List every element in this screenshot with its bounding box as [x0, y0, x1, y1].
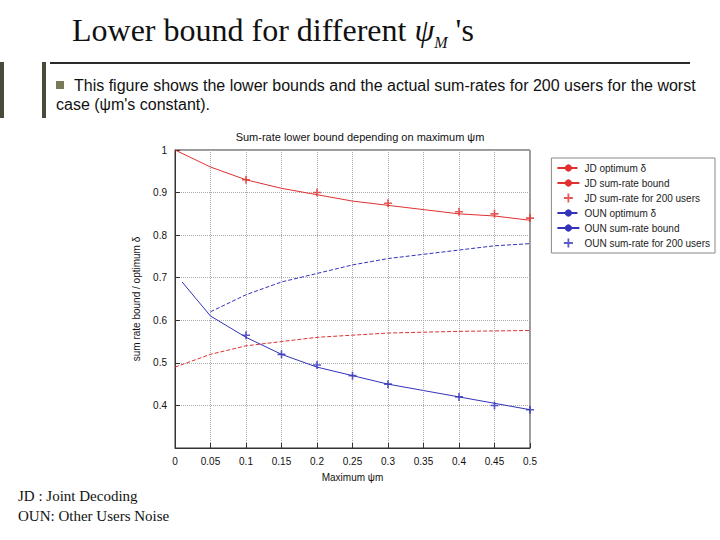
- html-text:OUN: Other Users Noise: OUN: Other Users Noise: [18, 508, 170, 524]
- svg-text:JD sum-rate for 200 users: JD sum-rate for 200 users: [584, 193, 700, 204]
- html-text:Lower bound for different ψM's: Lower bound for different ψM's: [72, 12, 474, 52]
- svg-text:0.4: 0.4: [153, 400, 167, 411]
- svg-text:OUN optimum δ: OUN optimum δ: [584, 208, 656, 219]
- svg-text:Sum-rate lower bound depending: Sum-rate lower bound depending on maximu…: [236, 131, 485, 143]
- svg-text:1: 1: [161, 145, 167, 156]
- svg-text:JD optimum δ: JD optimum δ: [584, 163, 646, 174]
- svg-text:0.05: 0.05: [201, 456, 221, 467]
- svg-text:JD sum-rate bound: JD sum-rate bound: [584, 178, 669, 189]
- svg-text:0.25: 0.25: [343, 456, 363, 467]
- svg-text:0.45: 0.45: [485, 456, 505, 467]
- svg-text:0.5: 0.5: [153, 357, 167, 368]
- svg-text:0.7: 0.7: [153, 272, 167, 283]
- svg-text:0.4: 0.4: [452, 456, 466, 467]
- svg-text:0.6: 0.6: [153, 315, 167, 326]
- svg-text:OUN sum-rate bound: OUN sum-rate bound: [584, 223, 679, 234]
- svg-text:Maximum ψm: Maximum ψm: [322, 472, 384, 483]
- svg-text:sum rate bound / optimum δ: sum rate bound / optimum δ: [131, 236, 142, 361]
- svg-text:0: 0: [172, 456, 178, 467]
- svg-text:0.8: 0.8: [153, 230, 167, 241]
- svg-text:0.15: 0.15: [272, 456, 292, 467]
- svg-text:0.5: 0.5: [523, 456, 537, 467]
- svg-text:OUN sum-rate for 200 users: OUN sum-rate for 200 users: [584, 238, 710, 249]
- svg-text:0.35: 0.35: [414, 456, 434, 467]
- svg-text:0.2: 0.2: [310, 456, 324, 467]
- html-text:JD : Joint Decoding: JD : Joint Decoding: [18, 488, 138, 504]
- svg-text:0.3: 0.3: [381, 456, 395, 467]
- html-text:This figure shows the lower bo: This figure shows the lower bounds and t…: [56, 77, 696, 113]
- svg-text:0.9: 0.9: [153, 187, 167, 198]
- svg-text:0.1: 0.1: [239, 456, 253, 467]
